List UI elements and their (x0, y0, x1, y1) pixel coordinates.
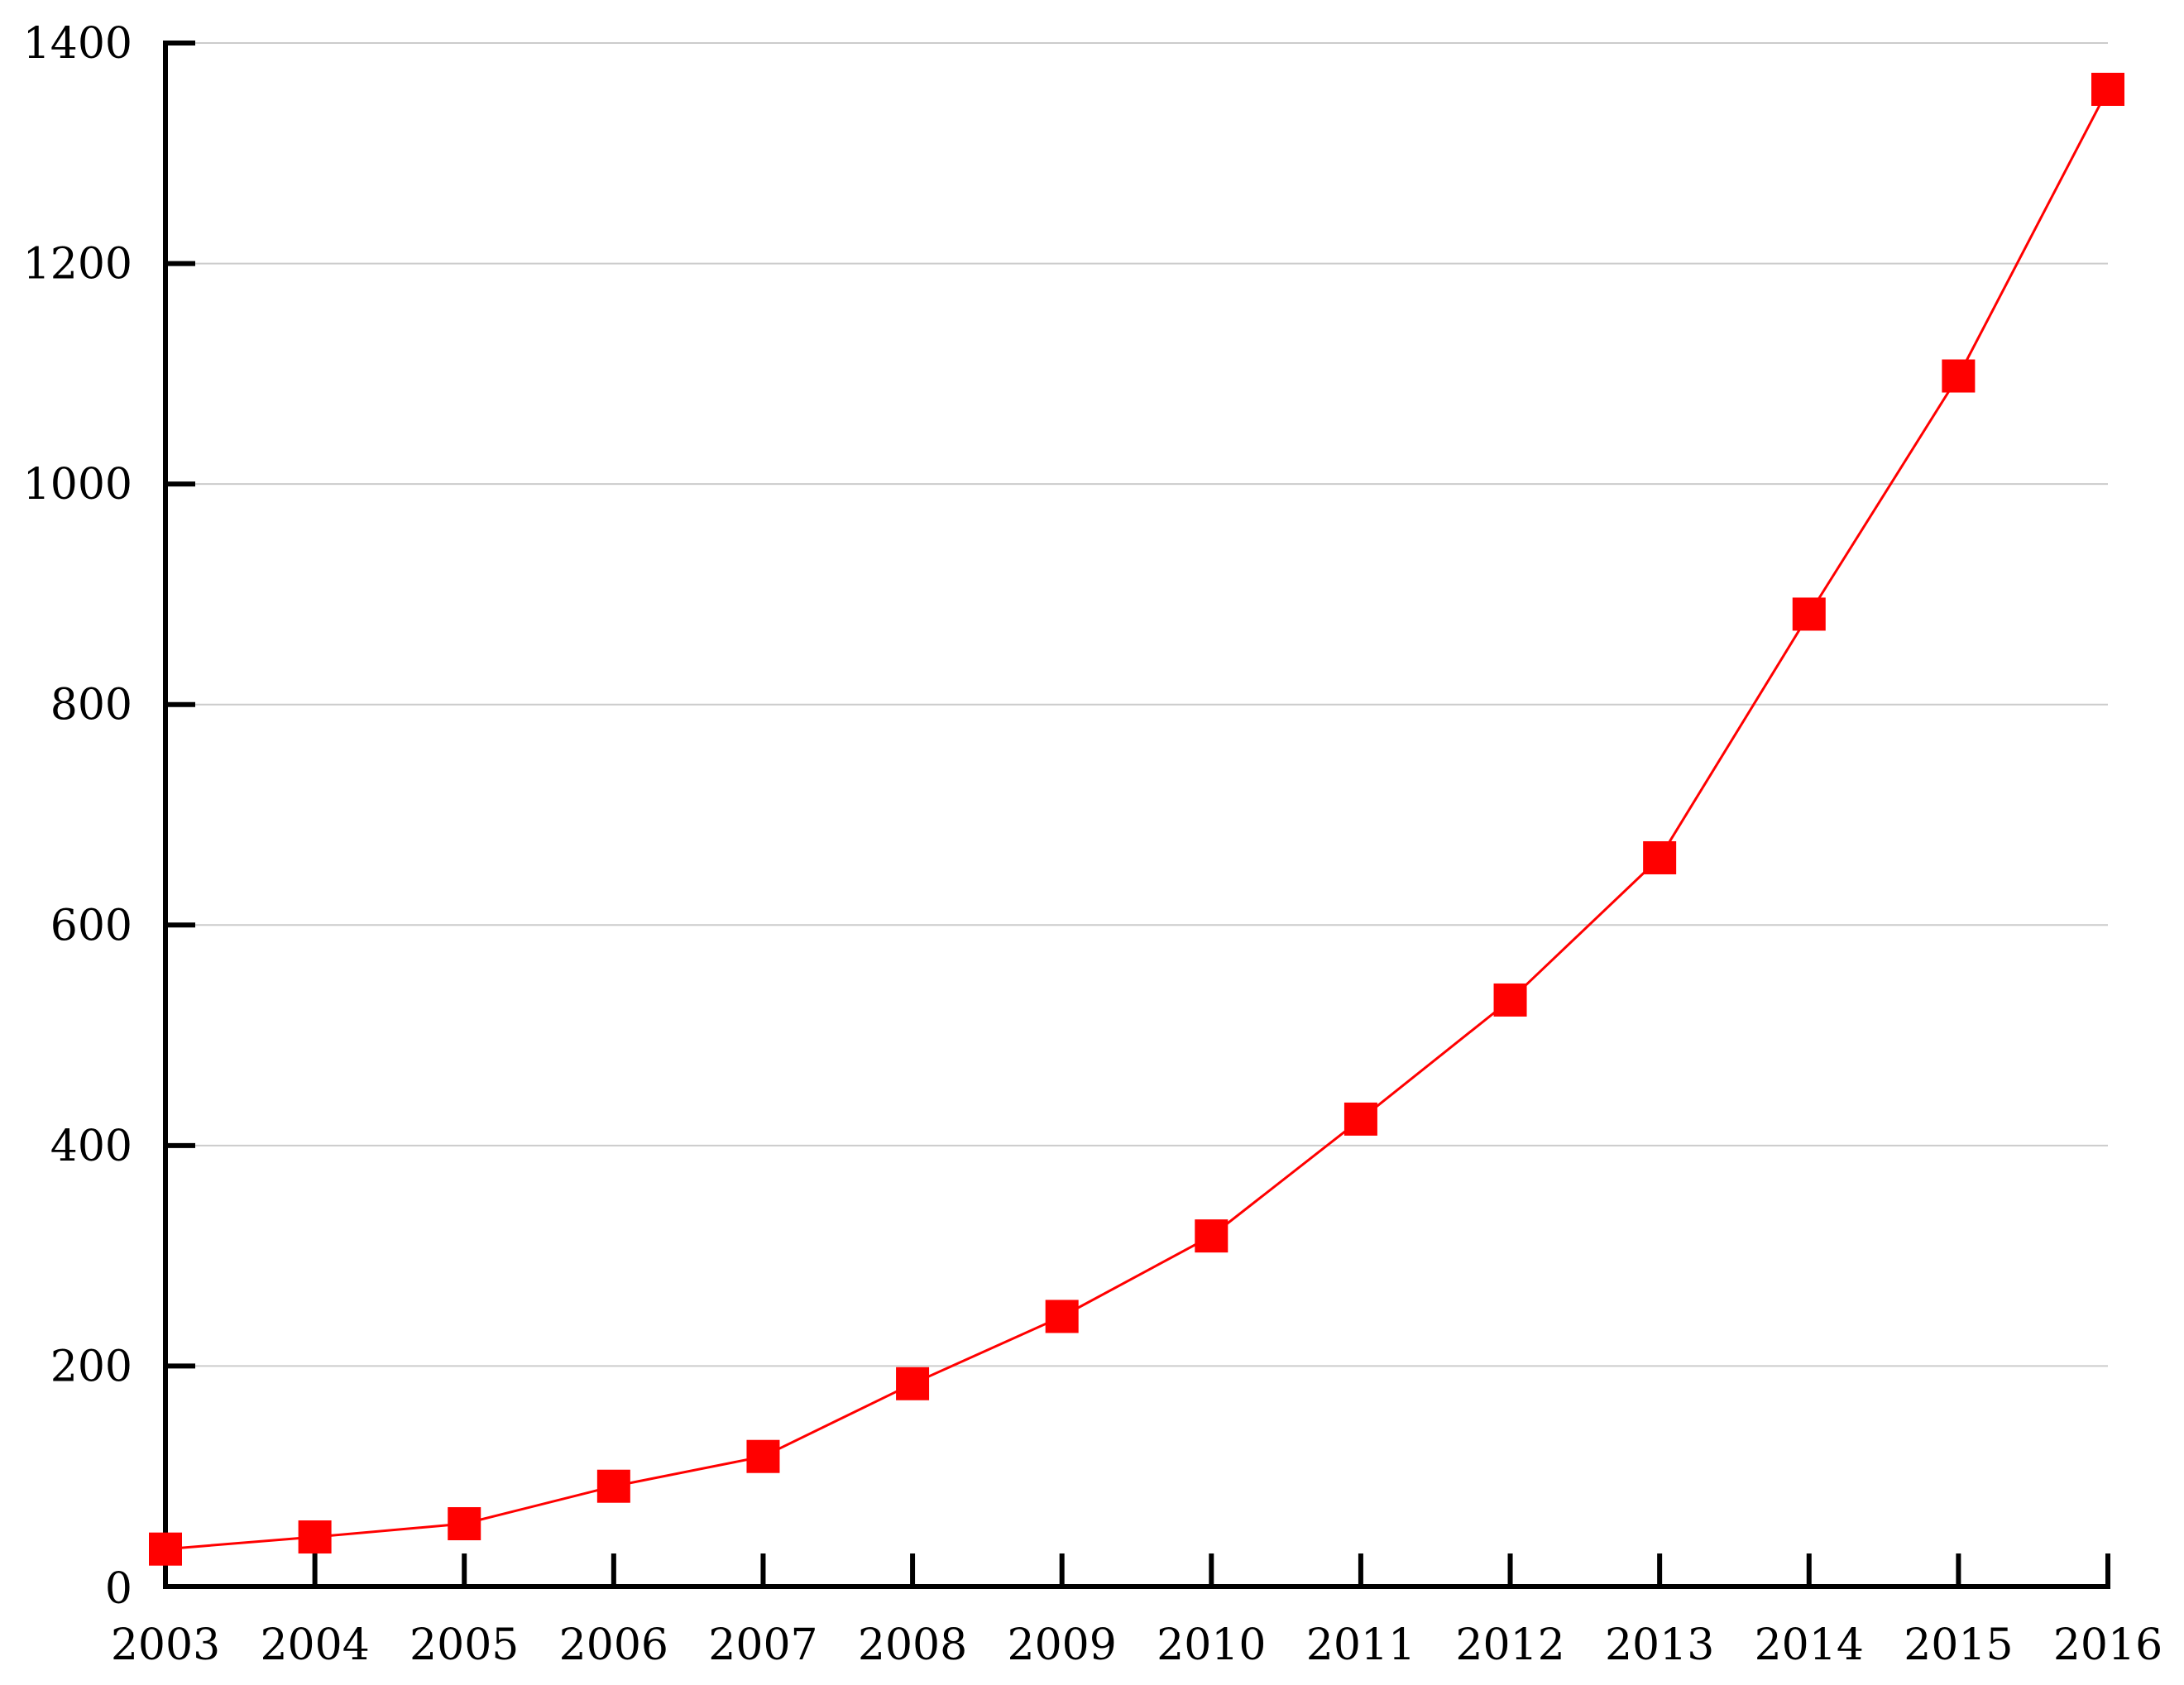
x-tick-label-2016: 2016 (2053, 1620, 2162, 1670)
series (149, 72, 2124, 1566)
data-point-2008 (896, 1367, 930, 1400)
data-point-2015 (1942, 359, 1976, 393)
data-point-2006 (596, 1469, 630, 1503)
data-point-2004 (298, 1520, 332, 1554)
x-tick-label-2009: 2009 (1008, 1620, 1117, 1670)
data-point-2011 (1343, 1102, 1377, 1136)
tick-labels: 0 200 400 600 800 1000 1200 1400 2003 2004 2005 200… (23, 19, 2163, 1670)
x-tick-label-2011: 2011 (1306, 1620, 1415, 1670)
data-point-2005 (448, 1507, 481, 1541)
data-point-2012 (1493, 983, 1527, 1017)
x-tick-label-2004: 2004 (260, 1620, 369, 1670)
data-point-2007 (746, 1439, 780, 1473)
data-point-2003 (149, 1532, 182, 1566)
y-tick-label-1000: 1000 (23, 460, 132, 510)
series-line-0 (165, 89, 2110, 1551)
x-tick-label-2012: 2012 (1455, 1620, 1564, 1670)
x-tick-label-2014: 2014 (1755, 1620, 1864, 1670)
axes (163, 41, 2110, 1589)
ticks (165, 41, 2110, 1587)
x-tick-label-2015: 2015 (1904, 1620, 2013, 1670)
y-tick-label-400: 400 (50, 1122, 132, 1171)
y-tick-label-800: 800 (50, 681, 132, 730)
x-tick-label-2005: 2005 (410, 1620, 519, 1670)
y-tick-label-200: 200 (50, 1342, 132, 1391)
x-tick-label-2008: 2008 (858, 1620, 967, 1670)
y-tick-label-1200: 1200 (23, 240, 132, 290)
gridlines (165, 42, 2108, 1367)
x-tick-label-2013: 2013 (1605, 1620, 1714, 1670)
y-tick-label-600: 600 (50, 901, 132, 950)
data-point-2009 (1045, 1300, 1079, 1333)
data-point-2010 (1195, 1219, 1228, 1253)
x-tick-label-2010: 2010 (1157, 1620, 1266, 1670)
x-tick-label-2003: 2003 (111, 1620, 220, 1670)
data-point-2014 (1792, 597, 1826, 631)
y-tick-label-0: 0 (105, 1564, 132, 1614)
data-point-2016 (2091, 72, 2124, 106)
x-tick-label-2007: 2007 (708, 1620, 817, 1670)
y-tick-label-1400: 1400 (23, 19, 132, 69)
data-point-2013 (1643, 840, 1677, 874)
x-tick-label-2006: 2006 (559, 1620, 668, 1670)
